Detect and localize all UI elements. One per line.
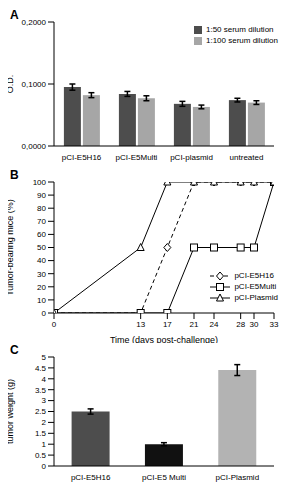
svg-text:0: 0 [42,462,47,471]
html-text:1:50 serum dilution: 1:50 serum dilution [206,25,274,34]
svg-text:pCI-E5 Multi: pCI-E5 Multi [142,473,186,482]
svg-text:pCI-E5Multi: pCI-E5Multi [116,153,158,162]
svg-text:100: 100 [33,178,47,187]
svg-text:24: 24 [210,320,219,329]
svg-text:tumor weight (g): tumor weight (g) [8,379,15,444]
html-text:B: B [10,168,19,182]
svg-text:1: 1 [42,440,47,449]
html-text:pCI-E5Multi: pCI-E5Multi [234,282,277,291]
svg-text:0.5: 0.5 [35,451,47,460]
svg-text:40: 40 [37,256,46,265]
svg-text:3: 3 [42,396,47,405]
svg-text:0,2000: 0,2000 [22,18,47,27]
svg-text:pCI-Plasmid: pCI-Plasmid [216,473,260,482]
svg-text:0,1000: 0,1000 [22,80,47,89]
svg-text:20: 20 [37,283,46,292]
svg-text:untreated: untreated [230,153,264,162]
svg-text:0,0000: 0,0000 [22,142,47,151]
svg-text:10: 10 [37,296,46,305]
svg-text:21: 21 [190,320,199,329]
svg-text:30: 30 [37,270,46,279]
svg-text:0: 0 [52,320,57,329]
svg-text:13: 13 [136,320,145,329]
svg-text:17: 17 [163,320,172,329]
svg-text:60: 60 [37,230,46,239]
svg-text:33: 33 [270,320,279,329]
html-text:C: C [10,343,19,357]
svg-text:pCI-E5H16: pCI-E5H16 [62,153,102,162]
svg-text:90: 90 [37,191,46,200]
svg-text:O.D.: O.D. [8,75,15,94]
svg-text:Time (days post-challenge): Time (days post-challenge) [110,335,218,343]
svg-text:70: 70 [37,217,46,226]
html-text:pCI-Plasmid: pCI-Plasmid [234,293,278,302]
html-text:A: A [10,8,19,22]
svg-text:0: 0 [42,309,47,318]
svg-text:28: 28 [236,320,245,329]
svg-text:4: 4 [42,375,47,384]
svg-text:pCI-plasmid: pCI-plasmid [170,153,213,162]
html-text:1:100 serum dilution: 1:100 serum dilution [206,36,278,45]
svg-text:50: 50 [37,243,46,252]
svg-text:3.5: 3.5 [35,386,47,395]
html-text:pCI-E5H16: pCI-E5H16 [234,271,274,280]
svg-text:pCI-E5H16: pCI-E5H16 [71,473,111,482]
svg-text:2.5: 2.5 [35,407,47,416]
svg-text:5: 5 [42,353,47,362]
svg-text:Tumor-bearing mice (%): Tumor-bearing mice (%) [8,199,15,296]
svg-text:1.5: 1.5 [35,429,47,438]
svg-text:2: 2 [42,418,47,427]
svg-text:4.5: 4.5 [35,364,47,373]
svg-text:80: 80 [37,204,46,213]
svg-text:30: 30 [250,320,259,329]
